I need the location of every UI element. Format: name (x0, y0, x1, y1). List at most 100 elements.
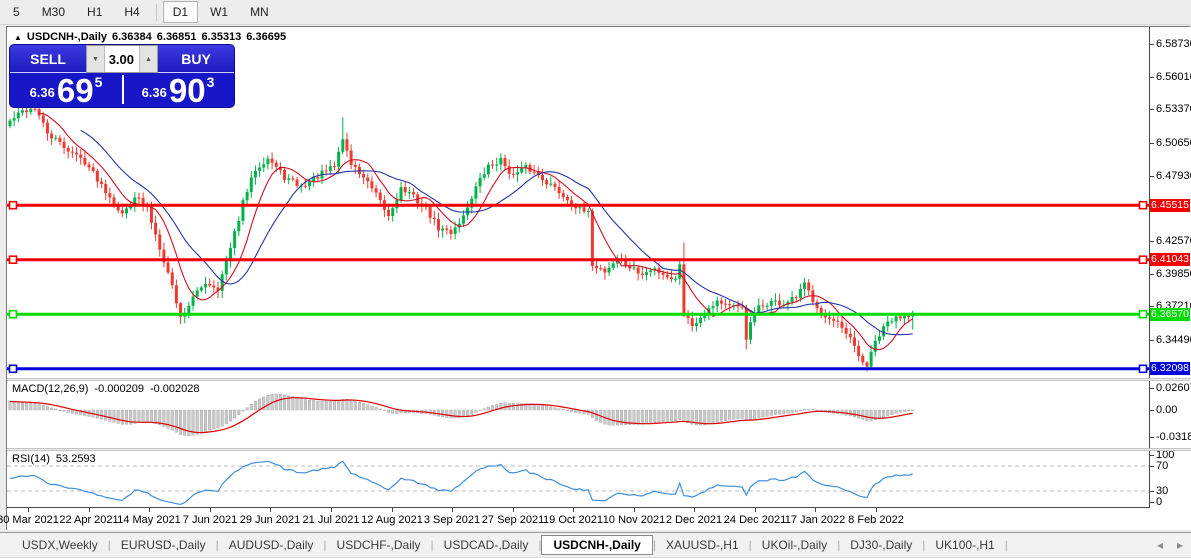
price-tick-6.34490: 6.34490 (1150, 334, 1191, 346)
rsi-tick-70: 70 (1150, 460, 1191, 472)
tab-xauusd-h1[interactable]: XAUUSD-,H1 (665, 538, 739, 552)
rsi-tick-30: 30 (1150, 485, 1191, 497)
date-label-19-oct-2021: 19 Oct 2021 (543, 514, 603, 526)
time-tick (452, 508, 453, 512)
timeframe-button-m30[interactable]: M30 (41, 5, 66, 19)
candlestick-chart[interactable] (7, 27, 1149, 378)
price-tick-6.39850: 6.39850 (1150, 268, 1191, 280)
tab-separator: | (323, 538, 327, 552)
time-tick (270, 508, 271, 512)
date-label-29-jun-2021: 29 Jun 2021 (239, 514, 301, 526)
macd-signal-value: -0.002028 (149, 383, 200, 395)
timeframe-button-h1[interactable]: H1 (87, 5, 103, 19)
symbol-label: USDCNH-,Daily (26, 31, 107, 43)
macd-tick-0.00: 0.00 (1150, 404, 1191, 416)
buy-button[interactable]: BUY (158, 45, 234, 73)
ohlc-high: 6.36851 (156, 31, 197, 43)
toolbar-separator (155, 3, 157, 21)
price-badge-6.45515: 6.45515 (1150, 198, 1190, 212)
timeframe-button-5[interactable]: 5 (13, 5, 20, 19)
price-tick-6.58730: 6.58730 (1150, 38, 1191, 50)
chart-window (6, 26, 1190, 530)
quote-divider (122, 75, 124, 104)
time-tick (28, 508, 29, 512)
rsi-name: RSI(14) (12, 453, 50, 465)
ask-prefix: 6.36 (141, 85, 167, 100)
tab-ukoil-daily[interactable]: UKOil-,Daily (761, 538, 828, 552)
price-tick-6.47930: 6.47930 (1150, 170, 1191, 182)
rsi-value: 53.2593 (55, 453, 96, 465)
tab-audusd-daily[interactable]: AUDUSD-,Daily (228, 538, 314, 552)
volume-input[interactable]: 3.00 (108, 51, 134, 67)
rsi-label: RSI(14) 53.2593 (12, 453, 96, 465)
tab-dj30-daily[interactable]: DJ30-,Daily (850, 538, 913, 552)
timeframe-button-w1[interactable]: W1 (210, 5, 229, 19)
tab-separator: | (837, 538, 841, 552)
time-axis[interactable]: 30 Mar 2021 22 Apr 2021 14 May 2021 7 Jun 2… (0, 507, 1150, 530)
date-label-7-jun-2021: 7 Jun 2021 (182, 514, 238, 526)
time-tick (876, 508, 877, 512)
sell-button[interactable]: SELL (10, 45, 86, 73)
date-label-3-sep-2021: 3 Sep 2021 (423, 514, 481, 526)
rsi-tick-0: 0 (1150, 496, 1191, 508)
macd-tick-0.02607: 0.02607 (1150, 382, 1191, 394)
tab-separator: | (922, 538, 926, 552)
date-label-17-jan-2022: 17 Jan 2022 (784, 514, 846, 526)
time-tick (755, 508, 756, 512)
tab-scroll-right-icon[interactable]: ▸ (1176, 538, 1183, 552)
volume-increase-icon[interactable]: ▲ (139, 46, 157, 72)
ask-big-digits: 90 (168, 72, 206, 107)
price-tick-6.56010: 6.56010 (1150, 71, 1191, 83)
tab-separator: | (538, 538, 542, 552)
time-tick (573, 508, 574, 512)
tab-usdcad-daily[interactable]: USDCAD-,Daily (443, 538, 529, 552)
time-tick (149, 508, 150, 512)
timeframe-button-d1[interactable]: D1 (162, 1, 199, 23)
tab-separator: | (748, 538, 752, 552)
rsi-tick-100: 100 (1150, 449, 1191, 461)
time-tick (210, 508, 211, 512)
tab-usdchf-daily[interactable]: USDCHF-,Daily (336, 538, 421, 552)
date-label-14-may-2021: 14 May 2021 (117, 514, 181, 526)
tab-uk100-h1[interactable]: UK100-,H1 (935, 538, 995, 552)
time-tick (634, 508, 635, 512)
date-label-8-feb-2022: 8 Feb 2022 (848, 514, 904, 526)
pane-splitter-2[interactable] (7, 448, 1191, 451)
bid-big-digits: 69 (56, 72, 94, 107)
tab-scroll-left-icon[interactable]: ◂ (1156, 538, 1163, 552)
tab-separator: | (430, 538, 434, 552)
time-tick (392, 508, 393, 512)
date-label-12-aug-2021: 12 Aug 2021 (361, 514, 423, 526)
collapse-arrow-icon[interactable]: ▲ (14, 32, 22, 42)
tab-separator: | (215, 538, 219, 552)
pane-splitter[interactable] (7, 378, 1191, 381)
date-label-24-dec-2021: 24 Dec 2021 (723, 514, 787, 526)
rsi-chart[interactable] (7, 451, 1149, 507)
tab-eurusd-daily[interactable]: EURUSD-,Daily (120, 538, 206, 552)
ohlc-low: 6.35313 (201, 31, 242, 43)
ask-pipette: 3 (206, 74, 215, 90)
timeframe-toolbar: 5 M30 H1 H4 D1 W1 MN (0, 0, 1191, 25)
order-panel: SELL ▼ 3.00 ▲ BUY 6.36 69 5 6.36 90 3 (10, 45, 234, 107)
tab-usdx-weekly[interactable]: USDX,Weekly (22, 538, 98, 552)
tab-separator: | (107, 538, 111, 552)
volume-spinner: ▼ 3.00 ▲ (86, 45, 158, 73)
date-label-10-nov-2021: 10 Nov 2021 (602, 514, 666, 526)
price-badge-6.41043: 6.41043 (1150, 253, 1190, 267)
bid-price: 6.36 69 5 (10, 72, 122, 107)
price-tick-6.53370: 6.53370 (1150, 103, 1191, 115)
macd-chart[interactable] (7, 381, 1149, 448)
time-tick (89, 508, 90, 512)
ohlc-open: 6.36384 (112, 31, 152, 43)
tab-usdcnh-daily[interactable]: USDCNH-,Daily (541, 535, 653, 555)
bid-pipette: 5 (94, 74, 103, 90)
price-axis[interactable]: 6.58730 6.56010 6.53370 6.50650 6.47930 6.425… (1150, 27, 1191, 530)
ohlc-close: 6.36695 (246, 31, 287, 43)
macd-main-value: -0.000209 (94, 383, 144, 395)
timeframe-button-h4[interactable]: H4 (124, 5, 140, 19)
time-tick (331, 508, 332, 512)
price-badge-6.32098: 6.32098 (1150, 362, 1190, 376)
volume-decrease-icon[interactable]: ▼ (87, 46, 105, 72)
timeframe-button-mn[interactable]: MN (250, 5, 269, 19)
